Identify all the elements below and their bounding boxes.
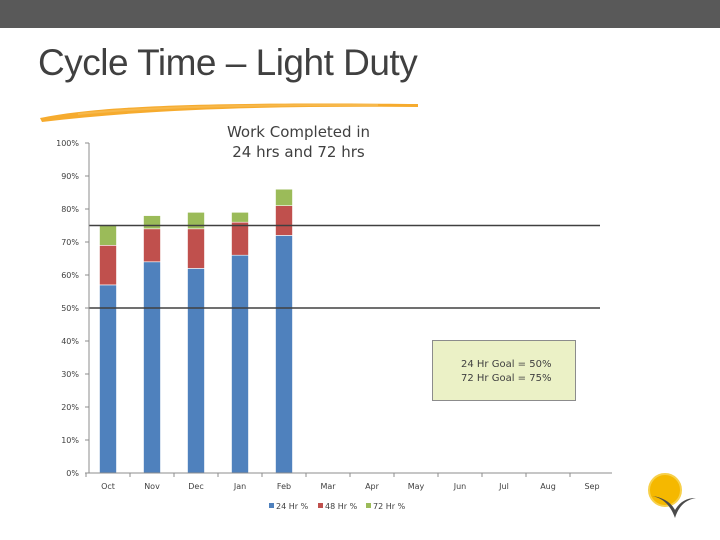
bar-feb-series-2	[275, 188, 293, 206]
legend-label-0: 24 Hr %	[276, 502, 309, 511]
x-tick-label-sep: Sep	[584, 482, 599, 491]
bar-oct-series-1	[99, 245, 117, 286]
y-tick-label: 10%	[61, 436, 79, 445]
chart-title-line1: Work Completed in	[226, 123, 370, 141]
goal-72hr-text: 72 Hr Goal = 75%	[461, 373, 552, 384]
bar-feb-series-0	[275, 235, 293, 474]
y-tick-label: 40%	[61, 337, 79, 346]
x-ticks-layer: Oct Nov Dec Jan Feb Mar Apr May Jun Jul Aug Sep	[85, 473, 600, 491]
y-tick-label: 100%	[56, 139, 79, 148]
slide-title: Cycle Time – Light Duty	[38, 42, 418, 83]
y-tick-label: 70%	[61, 238, 79, 247]
sun-bird-logo	[648, 473, 696, 518]
title-underline-brush	[40, 103, 418, 122]
y-tick-label: 50%	[61, 304, 79, 313]
bar-nov-series-1	[143, 228, 161, 263]
bars-layer	[99, 188, 293, 474]
x-tick-label-may: May	[408, 482, 425, 491]
x-tick-label-oct: Oct	[101, 482, 115, 491]
y-tick-label: 60%	[61, 271, 79, 280]
legend: 24 Hr % 48 Hr % 72 Hr %	[269, 502, 406, 511]
y-tick-label: 30%	[61, 370, 79, 379]
goal-24hr-text: 24 Hr Goal = 50%	[461, 359, 552, 370]
y-tick-label: 0%	[66, 469, 79, 478]
chart-title: Work Completed in 24 hrs and 72 hrs	[196, 122, 401, 162]
bar-jan-series-0	[231, 254, 249, 474]
legend-label-2: 72 Hr %	[373, 502, 406, 511]
bar-nov-series-2	[143, 215, 161, 230]
bar-dec-series-0	[187, 268, 205, 474]
x-tick-label-feb: Feb	[277, 482, 291, 491]
bar-jan-series-1	[231, 221, 249, 256]
top-bar	[0, 0, 720, 28]
x-tick-label-mar: Mar	[320, 482, 336, 491]
legend-swatch-1	[318, 503, 323, 508]
x-tick-label-aug: Aug	[540, 482, 556, 491]
bar-feb-series-1	[275, 205, 293, 236]
legend-swatch-0	[269, 503, 274, 508]
x-tick-label-nov: Nov	[144, 482, 160, 491]
y-tick-label: 80%	[61, 205, 79, 214]
goal-lines-layer	[89, 224, 600, 309]
x-tick-label-jun: Jun	[453, 482, 467, 491]
x-tick-label-jul: Jul	[498, 482, 509, 491]
chart-title-line2: 24 hrs and 72 hrs	[232, 143, 365, 161]
x-tick-label-jan: Jan	[233, 482, 246, 491]
bar-nov-series-0	[143, 261, 161, 474]
y-tick-label: 90%	[61, 172, 79, 181]
legend-swatch-2	[366, 503, 371, 508]
bar-dec-series-2	[187, 212, 205, 230]
bar-oct-series-2	[99, 225, 117, 246]
bar-jan-series-2	[231, 212, 249, 223]
goal-annotation-box: 24 Hr Goal = 50% 72 Hr Goal = 75%	[432, 340, 576, 401]
x-tick-label-dec: Dec	[188, 482, 203, 491]
bar-dec-series-1	[187, 228, 205, 269]
x-tick-label-apr: Apr	[365, 482, 380, 491]
y-tick-label: 20%	[61, 403, 79, 412]
legend-label-1: 48 Hr %	[325, 502, 358, 511]
y-ticks-layer: 0% 10% 20% 30% 40% 50% 60% 70% 80% 90% 100%	[56, 139, 89, 478]
bar-oct-series-0	[99, 284, 117, 474]
